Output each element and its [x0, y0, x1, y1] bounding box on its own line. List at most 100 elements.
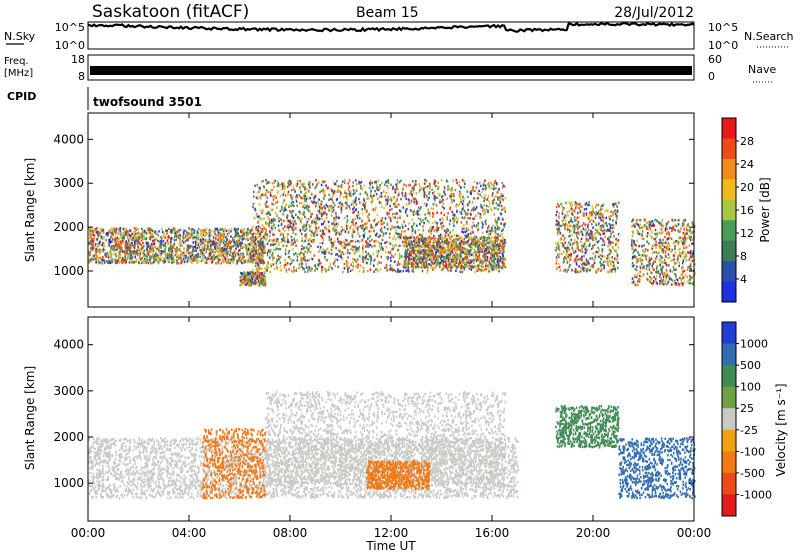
data-cell: [283, 264, 285, 267]
data-cell: [378, 261, 380, 264]
data-cell: [144, 231, 146, 234]
data-cell: [330, 252, 333, 256]
data-cell: [266, 265, 268, 268]
data-cell: [128, 233, 130, 236]
data-cell: [336, 258, 339, 262]
data-cell: [433, 247, 436, 250]
data-cell: [155, 252, 157, 255]
data-cell: [203, 253, 205, 257]
data-cell: [274, 194, 277, 198]
data-cell: [399, 216, 401, 219]
data-cell: [498, 204, 500, 207]
data-cell: [259, 245, 261, 248]
data-cell: [212, 240, 214, 243]
data-cell: [472, 231, 474, 234]
data-cell: [228, 231, 230, 235]
data-cell: [477, 192, 479, 195]
data-cell: [179, 256, 182, 260]
data-cell: [397, 225, 399, 228]
data-cell: [256, 183, 259, 187]
data-cell: [424, 217, 427, 220]
data-cell: [347, 182, 349, 185]
data-cell: [270, 226, 273, 229]
data-cell: [370, 229, 373, 233]
data-cell: [375, 268, 377, 271]
data-cell: [170, 248, 172, 251]
data-cell: [290, 235, 293, 238]
data-cell: [452, 179, 455, 182]
data-cell: [470, 192, 473, 195]
data-cell: [390, 268, 392, 271]
data-cell: [254, 238, 257, 241]
data-cell: [121, 242, 124, 245]
data-cell: [186, 250, 189, 254]
data-cell: [136, 253, 139, 256]
data-cell: [447, 229, 450, 232]
data-cell: [174, 254, 177, 257]
data-cell: [439, 242, 442, 245]
data-cell: [352, 230, 354, 233]
data-cell: [260, 246, 262, 250]
data-cell: [243, 275, 246, 279]
data-cell: [147, 231, 150, 234]
data-cell: [493, 207, 496, 210]
data-cell: [456, 209, 458, 212]
data-cell: [189, 257, 191, 260]
data-cell: [140, 247, 143, 250]
data-cell: [456, 217, 459, 220]
data-cell: [199, 255, 201, 259]
data-cell: [439, 199, 441, 202]
data-cell: [467, 244, 470, 247]
data-cell: [242, 252, 244, 255]
data-cell: [216, 249, 218, 253]
data-cell: [470, 213, 472, 216]
data-cell: [320, 189, 323, 193]
data-cell: [484, 194, 486, 197]
data-cell: [216, 238, 219, 242]
data-cell: [223, 239, 225, 242]
data-cell: [330, 266, 332, 269]
data-cell: [440, 200, 442, 204]
data-cell: [485, 223, 487, 226]
data-cell: [411, 218, 414, 221]
data-cell: [99, 261, 102, 264]
data-cell: [403, 266, 406, 269]
data-cell: [310, 215, 312, 218]
data-cell: [107, 243, 110, 246]
data-cell: [459, 252, 461, 255]
data-cell: [389, 232, 391, 235]
data-cell: [246, 271, 249, 274]
data-cell: [412, 180, 414, 183]
data-cell: [457, 262, 460, 265]
data-cell: [426, 269, 429, 273]
data-cell: [137, 247, 139, 251]
data-cell: [253, 258, 256, 261]
data-cell: [443, 190, 445, 194]
data-cell: [364, 256, 366, 259]
data-cell: [100, 237, 103, 240]
data-cell: [366, 197, 369, 200]
data-cell: [269, 243, 272, 247]
data-cell: [463, 227, 465, 230]
data-cell: [130, 254, 132, 257]
data-cell: [210, 248, 213, 252]
data-cell: [468, 259, 470, 262]
data-cell: [382, 234, 384, 238]
data-cell: [360, 226, 363, 229]
data-cell: [197, 243, 200, 247]
data-cell: [481, 190, 483, 193]
data-cell: [478, 254, 481, 257]
data-cell: [254, 232, 256, 235]
data-cell: [387, 251, 390, 254]
data-cell: [249, 231, 252, 234]
data-cell: [115, 244, 117, 248]
data-cell: [420, 256, 422, 259]
data-cell: [390, 259, 392, 262]
data-cell: [233, 258, 235, 261]
data-cell: [324, 211, 326, 215]
data-cell: [117, 255, 120, 258]
data-cell: [193, 255, 195, 259]
data-cell: [124, 231, 127, 234]
data-cell: [233, 239, 235, 242]
data-cell: [502, 257, 504, 260]
